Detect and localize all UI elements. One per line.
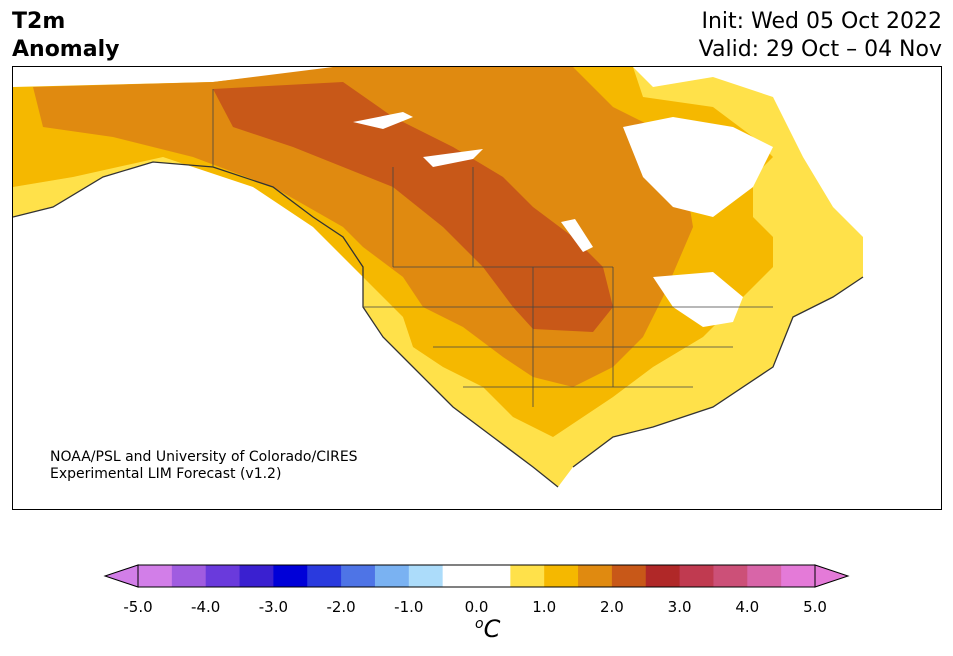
great-bear-lake bbox=[423, 149, 483, 167]
colorbar-segment bbox=[442, 565, 477, 587]
colorbar-segment bbox=[510, 565, 545, 587]
colorbar-segment bbox=[544, 565, 579, 587]
valid-date: Valid: 29 Oct – 04 Nov bbox=[698, 37, 942, 62]
colorbar-segment bbox=[374, 565, 410, 587]
title-line-2: Anomaly bbox=[12, 37, 120, 62]
init-date: Init: Wed 05 Oct 2022 bbox=[701, 9, 942, 34]
lake-winnipeg bbox=[561, 219, 593, 252]
colorbar-segment bbox=[747, 565, 782, 587]
great-slave-lake bbox=[353, 112, 413, 129]
great-lakes bbox=[653, 272, 743, 327]
neutral-southeast-region bbox=[593, 407, 773, 509]
colorbar-segment bbox=[611, 565, 647, 587]
colorbar-unit: oC bbox=[475, 615, 500, 643]
anomaly-map: NOAA/PSL and University of Colorado/CIRE… bbox=[12, 66, 942, 510]
colorbar-segment bbox=[341, 565, 376, 587]
colorbar-tick-label: -4.0 bbox=[191, 598, 221, 616]
neutral-hudson-region bbox=[623, 117, 773, 217]
colorbar-segment bbox=[408, 565, 444, 587]
colorbar-segment bbox=[645, 565, 681, 587]
map-svg bbox=[13, 67, 941, 509]
colorbar-segment bbox=[679, 565, 714, 587]
colorbar-under-arrow bbox=[103, 564, 139, 588]
colorbar-segment bbox=[476, 565, 511, 587]
colorbar-segment bbox=[307, 565, 342, 587]
colorbar-tick-label: -3.0 bbox=[258, 598, 289, 616]
colorbar-segment bbox=[781, 565, 816, 587]
colorbar-tick-label: -1.0 bbox=[394, 598, 424, 616]
map-title: T2m Anomaly bbox=[12, 8, 119, 64]
colorbar-segment bbox=[205, 565, 241, 587]
credit-text: NOAA/PSL and University of Colorado/CIRE… bbox=[50, 449, 358, 483]
colorbar-tick-label: 4.0 bbox=[735, 598, 760, 616]
forecast-dates: Init: Wed 05 Oct 2022 Valid: 29 Oct – 04… bbox=[699, 8, 942, 64]
colorbar-segment bbox=[239, 565, 274, 587]
colorbar-tick-label: -2.0 bbox=[326, 598, 356, 616]
colorbar-tick-label: -5.0 bbox=[123, 598, 153, 616]
colorbar-tick-label: 0.0 bbox=[464, 598, 489, 616]
state-borders bbox=[212, 89, 773, 407]
anomaly-band-2-5c bbox=[213, 82, 613, 332]
colorbar-tick-label: 5.0 bbox=[803, 598, 827, 616]
credit-line-1: NOAA/PSL and University of Colorado/CIRE… bbox=[50, 449, 358, 465]
colorbar-frame bbox=[137, 564, 816, 588]
colorbar-tick-label: 2.0 bbox=[599, 598, 624, 616]
coastline bbox=[13, 161, 864, 488]
colorbar-segment bbox=[578, 565, 613, 587]
colorbar-over-arrow bbox=[814, 564, 850, 588]
colorbar-tick-label: 3.0 bbox=[667, 598, 692, 616]
colorbar-segment bbox=[713, 565, 748, 587]
colorbar bbox=[0, 560, 953, 650]
colorbar-svg bbox=[103, 564, 850, 588]
colorbar-segment bbox=[171, 565, 207, 587]
colorbar-tick-label: 1.0 bbox=[532, 598, 557, 616]
colorbar-segment bbox=[273, 565, 308, 587]
unit-letter: C bbox=[483, 615, 501, 643]
unit-degree: o bbox=[475, 616, 484, 632]
colorbar-segment bbox=[138, 565, 173, 587]
credit-line-2: Experimental LIM Forecast (v1.2) bbox=[50, 466, 282, 482]
neutral-greenland-region bbox=[773, 67, 941, 197]
title-line-1: T2m bbox=[12, 9, 66, 34]
